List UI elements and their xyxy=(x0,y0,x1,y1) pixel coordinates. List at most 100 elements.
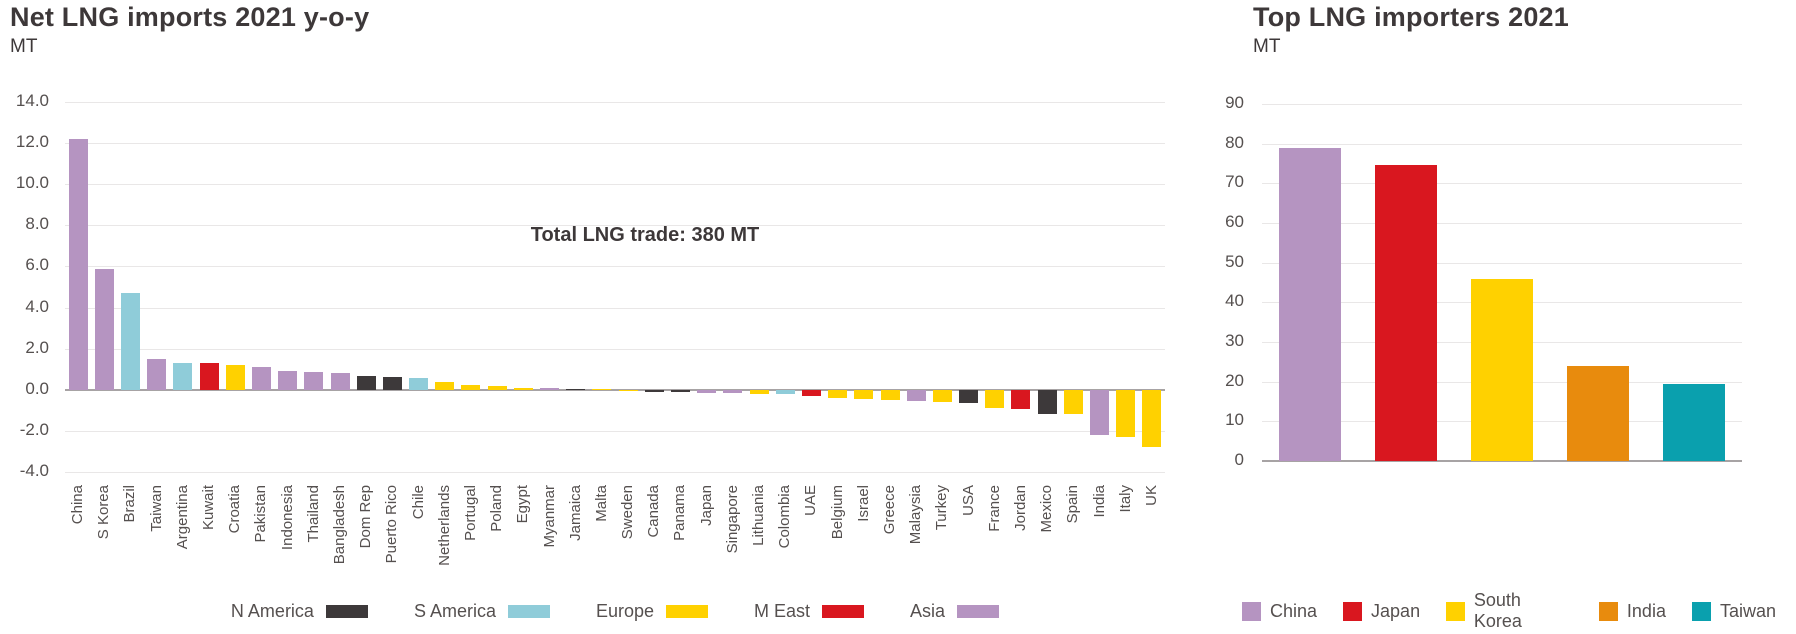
x-label-myanmar: Myanmar xyxy=(540,485,558,548)
x-label-egypt: Egypt xyxy=(514,485,532,524)
legend-item-asia: Asia xyxy=(910,600,1000,622)
bar-portugal xyxy=(461,384,481,390)
bar-colombia xyxy=(775,389,795,395)
bar-bangladesh xyxy=(330,373,350,390)
bar-taiwan xyxy=(1663,383,1725,461)
gridline xyxy=(65,430,1165,432)
bar-uae xyxy=(801,389,821,396)
bar-myanmar xyxy=(540,388,560,390)
gridline xyxy=(65,266,1165,268)
gridline xyxy=(65,143,1165,145)
bar-argentina xyxy=(173,363,193,390)
bar-spain xyxy=(1063,389,1083,415)
x-label-kuwait: Kuwait xyxy=(200,485,218,531)
x-label-malaysia: Malaysia xyxy=(907,485,925,545)
x-label-canada: Canada xyxy=(645,485,663,538)
top-importers-chart-title: Top LNG importers 2021 xyxy=(1253,2,1569,32)
x-label-s-korea: S Korea xyxy=(95,485,113,540)
y-tick-label: 6.0 xyxy=(25,255,49,275)
bar-pakistan xyxy=(251,367,271,390)
gridline xyxy=(65,307,1165,309)
x-label-belgium: Belgium xyxy=(828,485,846,540)
x-label-japan: Japan xyxy=(697,485,715,526)
legend-item-india: India xyxy=(1598,600,1666,622)
y-tick-label: 70 xyxy=(1225,172,1244,192)
top-importers-unit-label: MT xyxy=(1253,36,1281,57)
y-tick-label: 50 xyxy=(1225,251,1244,271)
legend-label: Asia xyxy=(910,600,946,621)
bar-poland xyxy=(487,385,507,390)
net-imports-x-axis: China S Korea Brazil Taiwan Argentina Kuwait C… xyxy=(65,478,1165,580)
x-label-mexico: Mexico xyxy=(1038,485,1056,533)
net-imports-unit-label: MT xyxy=(10,36,38,57)
bar-japan xyxy=(697,389,717,393)
x-label-uae: UAE xyxy=(802,485,820,516)
legend-label: Europe xyxy=(595,600,655,621)
x-label-poland: Poland xyxy=(488,485,506,532)
x-label-malta: Malta xyxy=(592,485,610,522)
x-label-panama: Panama xyxy=(671,485,689,541)
legend-swatch-s-america xyxy=(507,604,550,618)
y-tick-label: 10.0 xyxy=(15,173,49,193)
bar-sweden xyxy=(618,389,638,391)
bar-china xyxy=(68,139,88,390)
top-importers-y-axis: 90 80 70 60 50 40 30 20 10 0 xyxy=(1198,93,1252,469)
bar-israel xyxy=(854,389,874,400)
legend-label: India xyxy=(1626,600,1666,621)
y-tick-label: 30 xyxy=(1225,331,1244,350)
bar-chile xyxy=(409,378,429,390)
legend-label: Japan xyxy=(1371,600,1421,621)
top-importers-plot-area xyxy=(1262,104,1742,462)
legend-item-s-america: S America xyxy=(414,601,550,622)
bar-panama xyxy=(670,389,690,393)
legend-item-taiwan: Taiwan xyxy=(1691,601,1776,622)
x-label-argentina: Argentina xyxy=(173,485,191,550)
bar-jamaica xyxy=(566,388,586,390)
y-tick-label: 80 xyxy=(1225,132,1244,152)
net-imports-chart-title: Net LNG imports 2021 y-o-y xyxy=(10,2,370,32)
legend-item-europe: Europe xyxy=(595,600,709,622)
y-tick-label: 14.0 xyxy=(15,91,49,110)
x-label-colombia: Colombia xyxy=(776,485,794,549)
x-label-indonesia: Indonesia xyxy=(278,485,296,551)
bar-mexico xyxy=(1037,389,1057,415)
bar-brazil xyxy=(120,293,140,390)
x-label-spain: Spain xyxy=(1064,485,1082,524)
legend-item-south-korea: South Korea xyxy=(1446,590,1573,632)
legend-label: N America xyxy=(230,600,314,621)
gridline xyxy=(65,225,1165,227)
gridline xyxy=(65,102,1165,103)
bar-indonesia xyxy=(278,371,298,390)
bar-japan xyxy=(1375,165,1437,461)
y-tick-label: 8.0 xyxy=(25,214,49,234)
bar-taiwan xyxy=(147,358,167,390)
legend-item-n-america: N America xyxy=(231,601,368,622)
legend-label: China xyxy=(1270,600,1318,621)
bar-thailand xyxy=(304,372,324,390)
x-label-greece: Greece xyxy=(881,485,898,535)
x-label-singapore: Singapore xyxy=(723,485,741,554)
gridline xyxy=(65,472,1165,473)
y-tick-label: 2.0 xyxy=(25,337,49,357)
legend-swatch-m-east xyxy=(822,604,865,618)
y-tick-label: -2.0 xyxy=(19,419,49,439)
x-label-brazil: Brazil xyxy=(121,485,139,523)
gridline xyxy=(65,388,1165,391)
x-label-puerto-rico: Puerto Rico xyxy=(383,485,401,564)
y-tick-label: -4.0 xyxy=(19,461,49,480)
legend-swatch-south-korea xyxy=(1446,601,1465,621)
bar-italy xyxy=(1116,389,1136,438)
importers-legend: China Japan South Korea India Taiwan xyxy=(1242,590,1776,631)
legend-item-japan: Japan xyxy=(1343,601,1420,622)
legend-swatch-japan xyxy=(1343,601,1363,621)
legend-item-china: China xyxy=(1242,601,1317,622)
bar-greece xyxy=(880,389,900,401)
legend-swatch-n-america xyxy=(325,604,368,618)
x-label-portugal: Portugal xyxy=(461,485,479,541)
bar-canada xyxy=(644,389,664,393)
legend-item-m-east: M East xyxy=(754,601,865,622)
x-label-bangladesh: Bangladesh xyxy=(331,485,348,565)
legend-swatch-china xyxy=(1242,601,1261,621)
x-label-croatia: Croatia xyxy=(226,485,244,534)
